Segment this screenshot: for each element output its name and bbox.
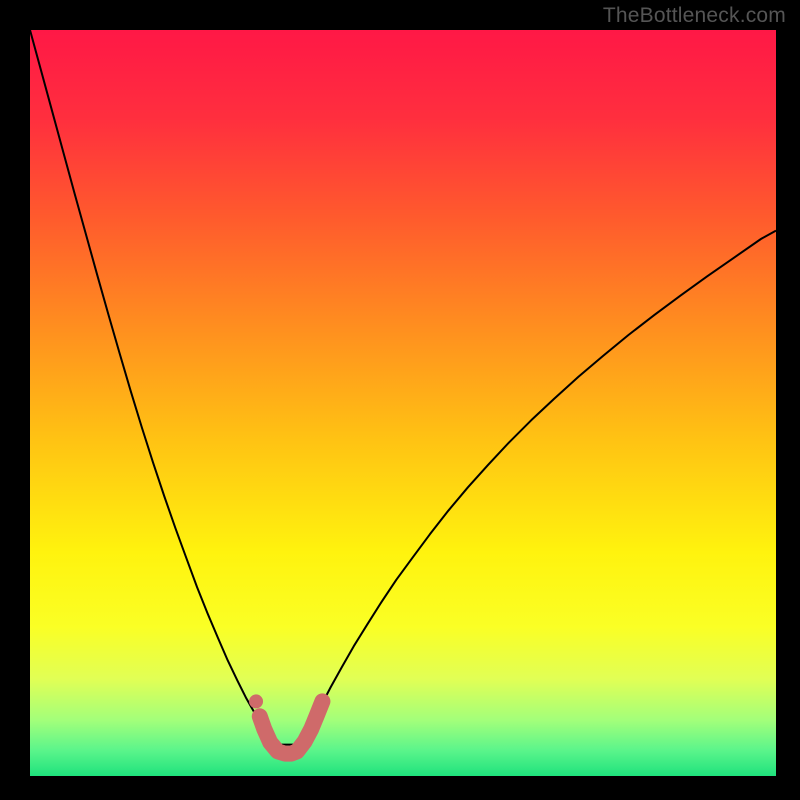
watermark-text: TheBottleneck.com: [603, 4, 786, 28]
stage: TheBottleneck.com: [0, 0, 800, 800]
chart-svg: [0, 0, 800, 800]
plot-background: [30, 30, 776, 776]
highlight-dot: [249, 694, 263, 708]
